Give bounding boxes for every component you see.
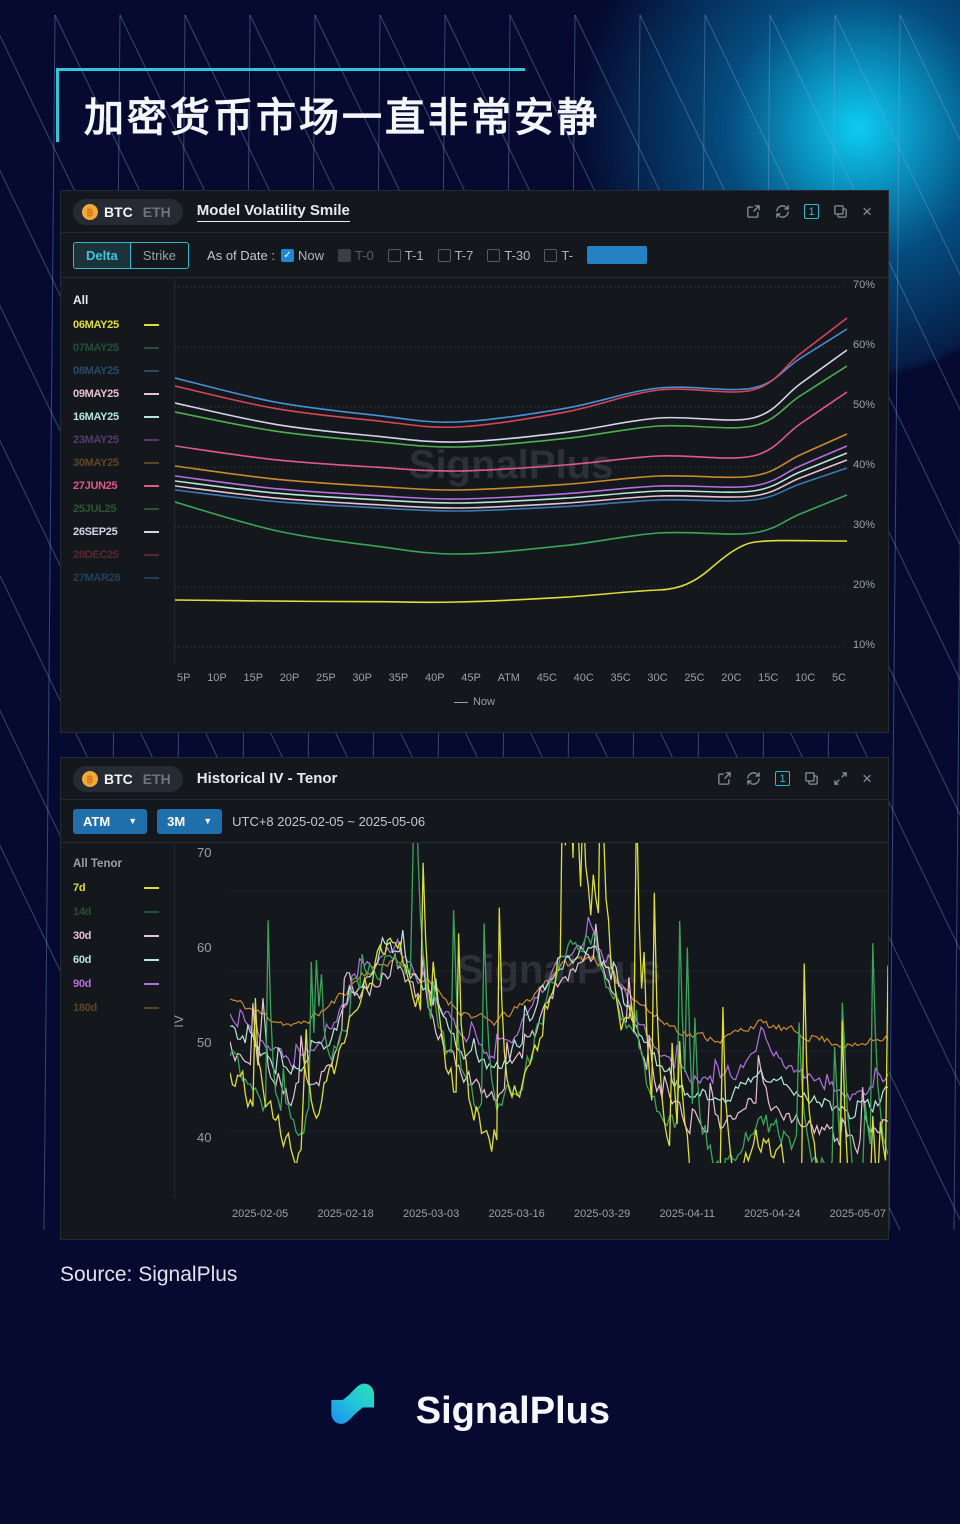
svg-text:SignalPlus: SignalPlus — [409, 443, 614, 487]
svg-text:฿: ฿ — [87, 774, 94, 786]
svg-text:฿: ฿ — [87, 207, 94, 219]
